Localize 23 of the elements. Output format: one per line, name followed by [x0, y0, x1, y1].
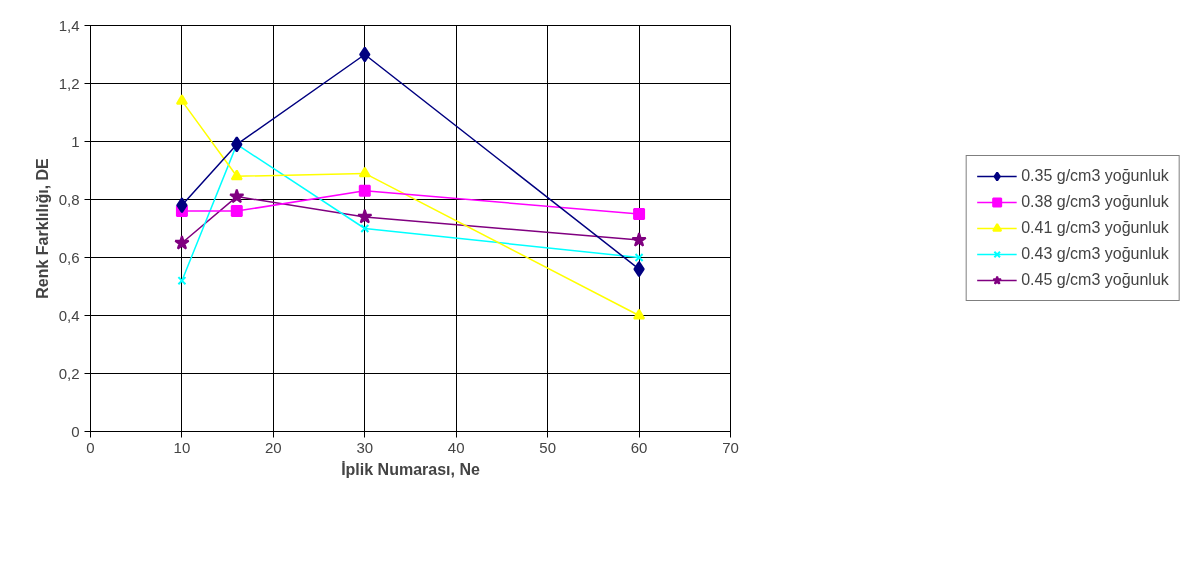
legend-label: 0.45 g/cm3 yoğunluk: [1021, 271, 1169, 289]
y-axis-title: Renk Farklılığı, DE: [33, 157, 51, 299]
x-tick-label: 60: [630, 438, 648, 456]
x-tick-label: 0: [86, 438, 95, 456]
y-tick-label: 1,4: [58, 16, 80, 34]
y-tick-label: 0,2: [58, 364, 80, 382]
x-tick-label: 10: [173, 438, 191, 456]
legend-label: 0.38 g/cm3 yoğunluk: [1021, 193, 1169, 211]
y-tick-label: 0,4: [58, 306, 80, 324]
x-tick-label: 20: [265, 438, 282, 456]
y-tick-label: 1: [71, 132, 80, 150]
y-tick-label: 0,8: [58, 190, 80, 208]
x-tick-label: 70: [722, 438, 739, 456]
y-tick-label: 1,2: [58, 74, 80, 92]
legend-label: 0.41 g/cm3 yoğunluk: [1021, 219, 1169, 237]
x-tick-label: 40: [447, 438, 465, 456]
y-tick-label: 0,6: [58, 248, 80, 266]
x-tick-label: 30: [356, 438, 374, 456]
x-axis-title: İplik Numarası, Ne: [341, 460, 480, 478]
y-tick-label: 0: [71, 422, 80, 440]
legend-label: 0.43 g/cm3 yoğunluk: [1021, 245, 1169, 263]
legend-label: 0.35 g/cm3 yoğunluk: [1021, 167, 1169, 185]
x-tick-label: 50: [539, 438, 556, 456]
